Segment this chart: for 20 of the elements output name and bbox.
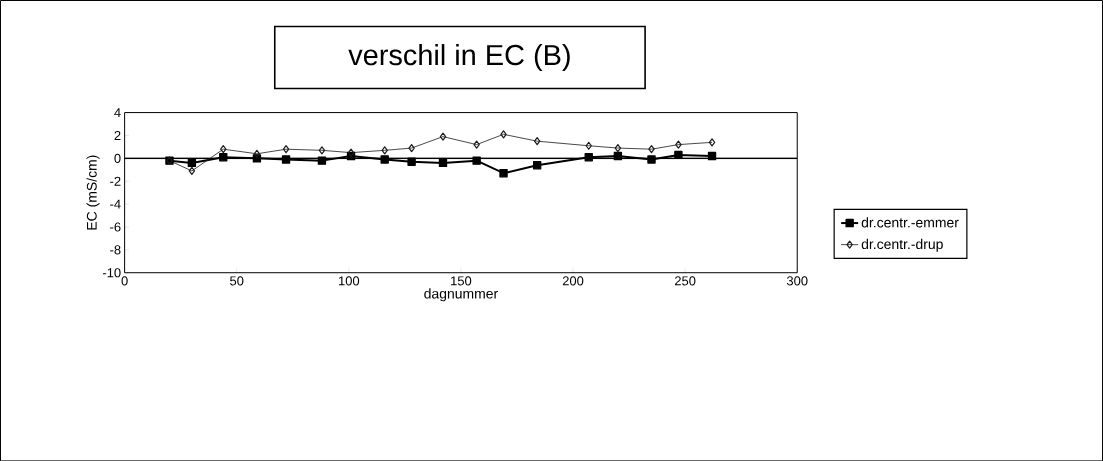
y-axis-title: EC (mS/cm) (86, 155, 100, 230)
y-tick-label: -2 (110, 176, 121, 186)
legend-label: dr.centr.-drup (861, 238, 943, 252)
y-tick-label: -4 (110, 199, 121, 209)
y-tick-label: 2 (114, 130, 121, 140)
x-tick-label: 100 (339, 276, 360, 286)
x-tick-label: 0 (121, 276, 128, 286)
x-tick-label: 200 (562, 276, 584, 286)
chart-title: verschil in EC (B) (348, 43, 570, 71)
x-tick-label: 250 (674, 276, 696, 286)
x-tick-label: 150 (451, 276, 472, 286)
y-tick-label: 0 (114, 153, 121, 163)
y-tick-label: -8 (110, 245, 121, 255)
x-axis-title: dagnummer (424, 288, 498, 302)
x-tick-label: 300 (786, 276, 808, 286)
y-tick-label: -10 (102, 267, 121, 278)
y-tick-label: 4 (114, 107, 121, 117)
legend-label: dr.centr.-emmer (861, 217, 959, 228)
x-tick-label: 50 (230, 276, 244, 286)
y-tick-label: -6 (110, 222, 121, 232)
